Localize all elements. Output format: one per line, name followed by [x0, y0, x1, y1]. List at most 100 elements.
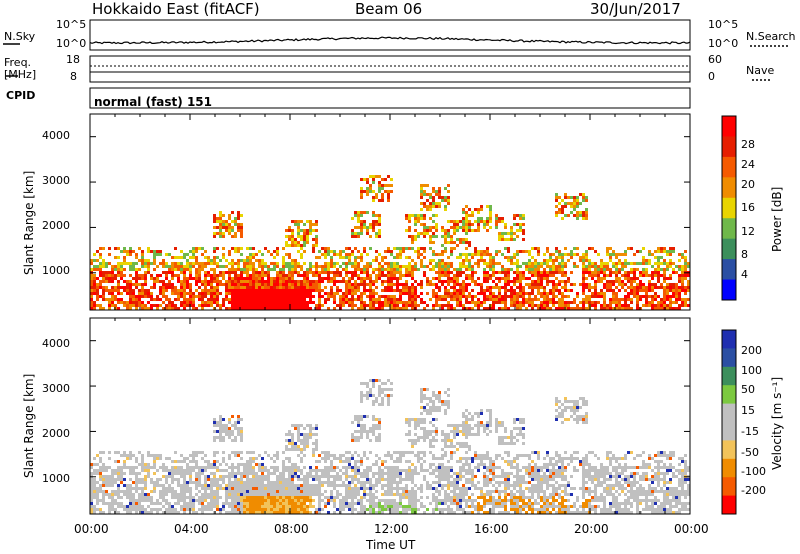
- power-cell: [519, 223, 522, 226]
- power-cell: [585, 286, 588, 289]
- velocity-cell: [318, 487, 321, 490]
- power-cell: [297, 223, 300, 226]
- power-cell: [117, 301, 120, 304]
- power-cell: [405, 307, 408, 310]
- velocity-cell: [303, 499, 306, 502]
- power-cell: [318, 286, 321, 289]
- velocity-cell: [348, 466, 351, 469]
- power-cell: [261, 262, 264, 265]
- power-cell: [420, 202, 423, 205]
- power-cell: [612, 271, 615, 274]
- power-cell: [345, 289, 348, 292]
- velocity-cell: [180, 499, 183, 502]
- power-cell: [486, 274, 489, 277]
- velocity-cell: [165, 490, 168, 493]
- power-cell: [513, 301, 516, 304]
- nsearch-label: N.Search: [746, 30, 796, 43]
- velocity-cell: [336, 508, 339, 511]
- power-cell: [213, 277, 216, 280]
- velocity-cell: [153, 472, 156, 475]
- velocity-cell: [339, 502, 342, 505]
- velocity-cell: [240, 472, 243, 475]
- velocity-cell: [357, 499, 360, 502]
- velocity-cell: [300, 499, 303, 502]
- velocity-cell: [231, 433, 234, 436]
- power-cell: [459, 256, 462, 259]
- power-cell: [348, 301, 351, 304]
- power-cell: [243, 271, 246, 274]
- velocity-cell: [246, 478, 249, 481]
- velocity-cell: [390, 382, 393, 385]
- power-cell: [480, 208, 483, 211]
- power-cell: [147, 262, 150, 265]
- power-cell: [117, 274, 120, 277]
- velocity-cell: [333, 505, 336, 508]
- power-cell: [558, 289, 561, 292]
- velocity-cell: [360, 400, 363, 403]
- velocity-cell: [156, 499, 159, 502]
- power-cell: [507, 259, 510, 262]
- power-cell: [456, 271, 459, 274]
- power-cell: [570, 211, 573, 214]
- velocity-cell: [90, 493, 93, 496]
- velocity-cell: [408, 475, 411, 478]
- power-cell: [456, 256, 459, 259]
- power-cell: [624, 262, 627, 265]
- power-cell: [201, 262, 204, 265]
- power-cell: [108, 262, 111, 265]
- velocity-cell: [390, 466, 393, 469]
- velocity-cell: [309, 511, 312, 514]
- power-cell: [165, 295, 168, 298]
- power-cell: [510, 262, 513, 265]
- power-cell: [609, 259, 612, 262]
- power-cell: [210, 301, 213, 304]
- velocity-cell: [165, 478, 168, 481]
- velocity-cell: [261, 457, 264, 460]
- power-cell: [468, 223, 471, 226]
- power-cell: [192, 247, 195, 250]
- power-cell: [366, 187, 369, 190]
- power-cell: [498, 262, 501, 265]
- velocity-cell: [348, 505, 351, 508]
- power-cell: [555, 268, 558, 271]
- power-cell: [438, 193, 441, 196]
- velocity-cell: [405, 487, 408, 490]
- velocity-cell: [228, 466, 231, 469]
- velocity-cell: [159, 493, 162, 496]
- velocity-cell: [411, 490, 414, 493]
- velocity-cell: [111, 508, 114, 511]
- power-cell: [540, 295, 543, 298]
- power-cell: [627, 304, 630, 307]
- velocity-cell: [210, 496, 213, 499]
- power-cell: [561, 262, 564, 265]
- power-cell: [522, 298, 525, 301]
- velocity-cell: [213, 493, 216, 496]
- velocity-cell: [393, 505, 396, 508]
- velocity-cell: [183, 496, 186, 499]
- velocity-cell: [264, 505, 267, 508]
- velocity-cell: [279, 487, 282, 490]
- velocity-cell: [300, 433, 303, 436]
- power-cell: [351, 229, 354, 232]
- velocity-cell: [330, 466, 333, 469]
- power-cell: [291, 220, 294, 223]
- power-cell: [603, 304, 606, 307]
- power-cell: [477, 229, 480, 232]
- velocity-cell: [405, 451, 408, 454]
- power-cell: [366, 226, 369, 229]
- power-cell: [303, 289, 306, 292]
- velocity-cell: [288, 490, 291, 493]
- velocity-cell: [252, 466, 255, 469]
- power-cell: [135, 253, 138, 256]
- velocity-cell: [135, 490, 138, 493]
- power-cell: [408, 295, 411, 298]
- power-cell: [132, 283, 135, 286]
- velocity-cell: [216, 421, 219, 424]
- power-cell: [312, 229, 315, 232]
- power-cell: [144, 265, 147, 268]
- power-cell: [222, 256, 225, 259]
- velocity-cell: [138, 481, 141, 484]
- velocity-cell: [303, 484, 306, 487]
- power-cell: [417, 250, 420, 253]
- power-cell: [216, 217, 219, 220]
